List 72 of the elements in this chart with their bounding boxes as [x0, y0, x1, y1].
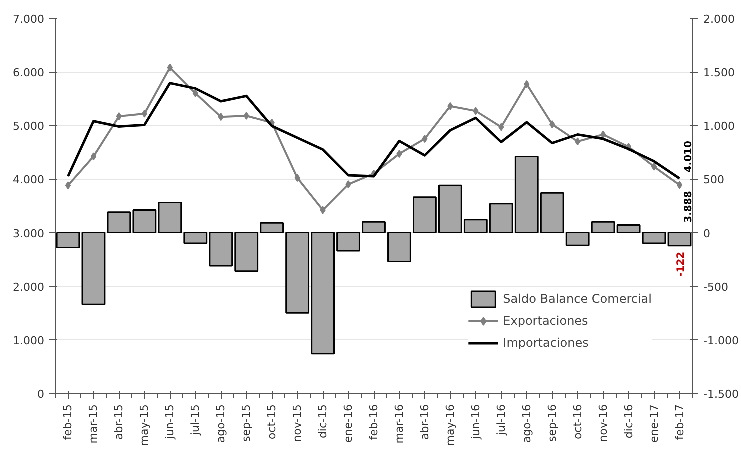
- legend-label: Importaciones: [503, 336, 589, 350]
- x-tick-label: nov-15: [291, 404, 304, 442]
- point: [294, 174, 300, 182]
- y-tick-label: 2.000: [13, 280, 45, 294]
- point: [142, 110, 148, 118]
- point: [320, 206, 326, 214]
- x-tick-label: ene-17: [648, 404, 661, 443]
- point: [218, 113, 224, 122]
- x-tick-label: sep-15: [240, 404, 254, 442]
- point: [65, 182, 72, 190]
- point: [346, 180, 352, 189]
- point: [524, 80, 530, 88]
- point: [448, 102, 454, 110]
- y2-tick-label: 500: [704, 174, 724, 187]
- point: [116, 112, 122, 121]
- bar: [56, 232, 80, 249]
- x-tick-label: abr-15: [112, 404, 126, 440]
- y2-tick-label: -1.500: [704, 388, 739, 401]
- y2-tick-label: 2.000: [704, 13, 735, 26]
- x-tick-label: may-16: [444, 404, 457, 446]
- x-tick-label: dic-15: [316, 404, 330, 439]
- line-series: [66, 82, 682, 180]
- x-tick-label: oct-16: [571, 404, 584, 440]
- point: [167, 64, 173, 72]
- point: [473, 107, 479, 116]
- point: [422, 135, 428, 144]
- y-tick-label: 3.000: [13, 227, 45, 240]
- x-tick-label: jun-15: [164, 404, 177, 440]
- x-tick-label: feb-17: [673, 404, 686, 440]
- point: [575, 138, 581, 146]
- y-tick-label: 4.000: [13, 174, 45, 187]
- y-tick-label: 6.000: [13, 66, 45, 80]
- x-tick-label: ago-15: [214, 404, 228, 444]
- x-tick-label: sep-16: [546, 404, 559, 442]
- x-tick-label: nov-16: [596, 404, 610, 442]
- legend-label: Exportaciones: [503, 314, 588, 328]
- point: [498, 123, 504, 132]
- x-tick-label: mar-16: [392, 404, 406, 444]
- point: [192, 90, 198, 98]
- data-label: -122: [676, 252, 687, 277]
- x-tick-label: feb-16: [368, 404, 380, 440]
- data-label: 4.010: [683, 141, 694, 173]
- x-tick-label: abr-16: [418, 404, 432, 440]
- y-tick-label: 1.000: [13, 334, 45, 348]
- y-tick-label: 7.000: [13, 13, 45, 26]
- y2-tick-label: 1.500: [704, 66, 735, 80]
- y2-tick-label: -1.000: [704, 334, 739, 348]
- x-tick-label: may-15: [138, 404, 152, 446]
- point: [676, 181, 683, 190]
- x-tick-label: ago-16: [520, 404, 534, 444]
- x-tick-label: dic-16: [622, 404, 636, 439]
- point: [90, 152, 97, 161]
- y2-tick-label: 1.000: [704, 120, 735, 134]
- point: [244, 112, 250, 120]
- y-tick-label: 0: [38, 388, 44, 401]
- x-tick-label: feb-15: [62, 404, 75, 440]
- x-tick-label: jul-15: [189, 404, 202, 437]
- data-label: 3.888: [683, 191, 694, 223]
- x-tick-label: jul-16: [494, 404, 508, 437]
- y2-tick-label: -500: [704, 280, 728, 294]
- bar: [668, 232, 692, 247]
- point: [550, 120, 556, 129]
- x-tick-label: ene-16: [342, 404, 356, 443]
- x-tick-label: jun-16: [469, 404, 482, 440]
- point: [600, 130, 606, 139]
- x-tick-label: mar-15: [87, 404, 100, 444]
- point: [651, 162, 658, 171]
- legend-label: Saldo Balance Comercial: [503, 292, 652, 306]
- y2-tick-label: 0: [704, 227, 710, 240]
- y-tick-label: 5.000: [13, 120, 45, 134]
- x-tick-label: oct-15: [266, 404, 279, 440]
- point: [396, 150, 402, 158]
